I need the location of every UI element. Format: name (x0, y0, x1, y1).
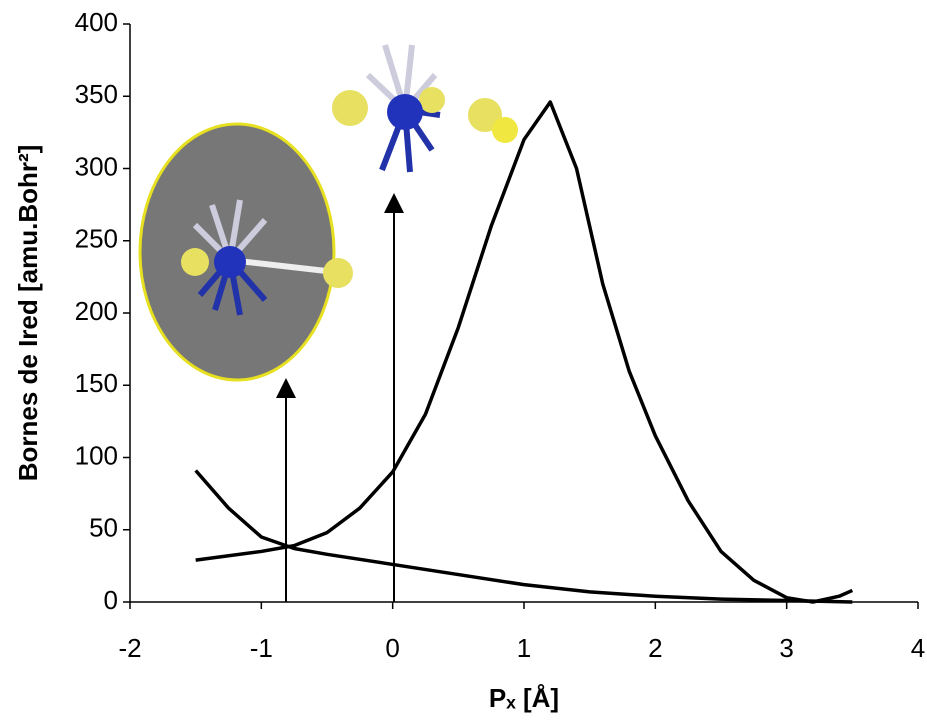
y-tick-label: 0 (104, 585, 118, 615)
x-axis-title: Pₓ [Å] (489, 683, 559, 713)
x-tick-label: 1 (517, 633, 531, 663)
x-tick-label: 0 (385, 633, 399, 663)
y-tick-label: 400 (75, 7, 118, 37)
line (194, 469, 853, 604)
y-tick-label: 250 (75, 224, 118, 254)
y-tick-label: 350 (75, 79, 118, 109)
y-tick-label: 300 (75, 151, 118, 181)
line (195, 100, 854, 604)
x-tick-label: -2 (118, 633, 141, 663)
molecule-illustration (138, 44, 518, 382)
y-tick-label: 200 (75, 296, 118, 326)
x-tick-label: 2 (648, 633, 662, 663)
y-tick-label: 50 (89, 513, 118, 543)
y-tick-label: 150 (75, 368, 118, 398)
x-tick-label: -1 (250, 633, 273, 663)
x-tick-label: 4 (911, 633, 925, 663)
y-axis-title: Bornes de Ired [amu.Bohr²] (13, 145, 43, 482)
y-tick-label: 100 (75, 440, 118, 470)
x-tick-label: 3 (779, 633, 793, 663)
